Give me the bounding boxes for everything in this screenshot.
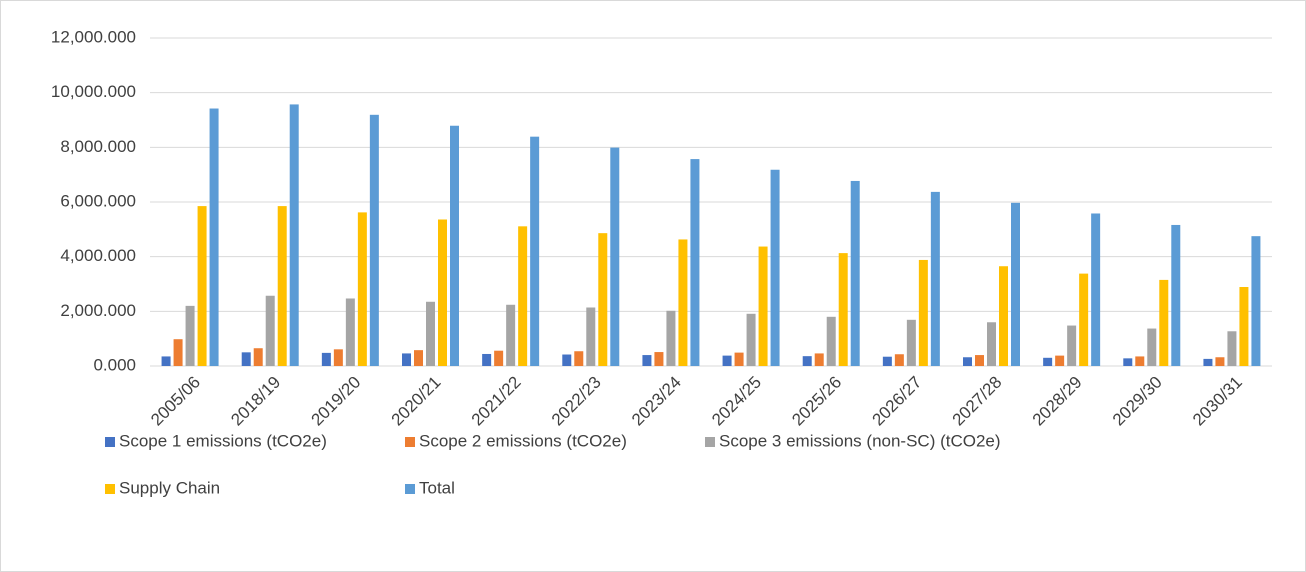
y-tick-label: 12,000.000 — [51, 27, 136, 46]
bar — [1043, 357, 1053, 366]
bar — [1091, 213, 1101, 366]
y-tick-label: 4,000.000 — [60, 246, 136, 265]
y-tick-label: 10,000.000 — [51, 82, 136, 101]
bar — [802, 356, 812, 366]
bar — [642, 355, 652, 366]
legend-swatch — [405, 484, 415, 494]
bar — [506, 304, 516, 366]
bar — [746, 313, 756, 366]
bar — [1135, 356, 1145, 366]
bar — [1251, 236, 1261, 366]
bar — [814, 353, 824, 366]
bar — [574, 351, 584, 366]
bar — [1123, 358, 1133, 366]
bar — [402, 353, 411, 366]
bar — [345, 298, 355, 366]
bar — [241, 352, 251, 366]
legend-swatch — [105, 437, 115, 447]
bar — [438, 219, 447, 366]
bar — [197, 206, 207, 366]
bar — [1055, 355, 1065, 366]
bar — [494, 350, 504, 366]
bar — [161, 356, 171, 366]
legend-swatch — [405, 437, 415, 447]
bar — [289, 104, 299, 367]
bar — [975, 355, 984, 366]
bar — [838, 253, 848, 366]
bar — [369, 114, 379, 366]
bar — [357, 212, 367, 366]
legend-swatch — [105, 484, 115, 494]
bar — [690, 159, 700, 366]
legend-label: Scope 2 emissions (tCO2e) — [419, 431, 627, 450]
bar — [321, 352, 331, 366]
bar — [209, 108, 219, 367]
bar — [277, 206, 287, 366]
bar — [770, 169, 780, 366]
bar — [1227, 331, 1237, 366]
bar — [1147, 328, 1157, 366]
bar — [530, 136, 540, 366]
legend-label: Supply Chain — [119, 478, 220, 497]
bar — [1067, 325, 1077, 366]
bar — [894, 354, 904, 366]
bar — [414, 350, 423, 366]
bar — [918, 259, 928, 366]
bar — [450, 125, 459, 367]
bar — [758, 246, 768, 366]
bar — [333, 349, 343, 366]
bar — [826, 316, 836, 366]
bar — [850, 180, 860, 366]
bar — [1203, 358, 1213, 366]
legend-label: Scope 3 emissions (non-SC) (tCO2e) — [719, 431, 1001, 450]
bar — [678, 239, 688, 366]
bar — [1215, 357, 1225, 366]
bar — [654, 352, 664, 366]
legend-swatch — [705, 437, 715, 447]
bar — [906, 319, 916, 366]
bar — [426, 301, 435, 366]
bar — [265, 295, 275, 366]
bar — [722, 355, 732, 366]
bar — [253, 348, 263, 366]
bar — [1239, 287, 1249, 366]
y-tick-label: 0.000 — [93, 355, 136, 374]
y-tick-label: 2,000.000 — [60, 301, 136, 320]
bar — [999, 266, 1008, 366]
bar — [1171, 224, 1181, 366]
bar — [987, 322, 996, 366]
bar — [1011, 202, 1020, 366]
bar — [734, 352, 744, 366]
bar — [518, 226, 528, 366]
bar — [666, 310, 676, 366]
bar — [1079, 273, 1089, 366]
bar — [562, 354, 572, 366]
bar — [610, 147, 620, 366]
bar — [598, 233, 608, 366]
bar — [930, 191, 940, 366]
bar — [586, 307, 596, 366]
bar — [173, 339, 183, 366]
bar — [882, 356, 892, 366]
bar — [185, 305, 195, 366]
bar — [1159, 279, 1169, 366]
y-tick-label: 6,000.000 — [60, 191, 136, 210]
bar — [482, 353, 492, 366]
legend-label: Scope 1 emissions (tCO2e) — [119, 431, 327, 450]
legend-label: Total — [419, 478, 455, 497]
bar — [963, 357, 972, 366]
y-tick-label: 8,000.000 — [60, 137, 136, 156]
